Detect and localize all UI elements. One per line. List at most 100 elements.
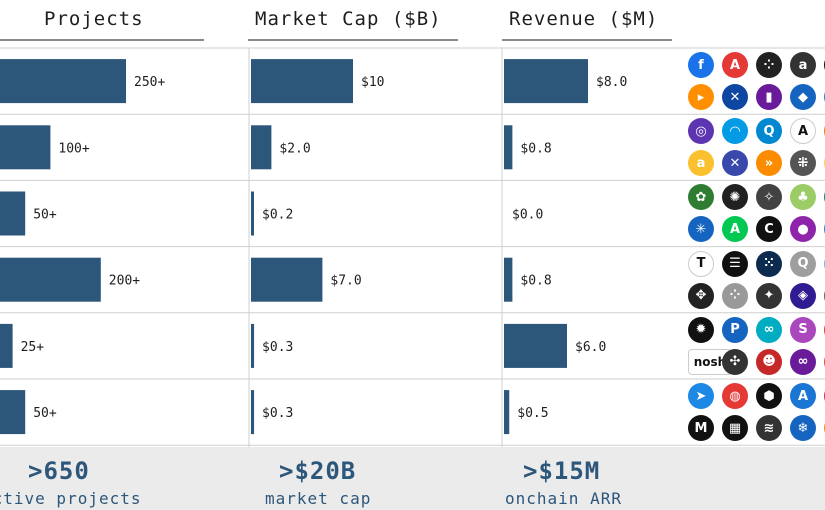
arrow-logo-icon: ▸: [688, 84, 714, 110]
m-logo-icon: M: [688, 415, 714, 441]
p-logo-icon: P: [722, 316, 748, 343]
stack-logo-icon: ☰: [722, 250, 748, 277]
data-label-1-4: 200+: [109, 274, 140, 289]
footer-projects-value: >650: [28, 457, 90, 485]
bar-1-6: [0, 390, 26, 435]
hand-logo-icon: ◆: [790, 84, 816, 110]
bar-2-4: [251, 257, 323, 302]
logo-row-1: fA⁘aa▸✕▮◆≡: [682, 50, 825, 112]
bar-1-2: [0, 125, 51, 170]
blue-arrow-logo-icon: ➤: [688, 383, 714, 409]
s-logo-icon: S: [790, 316, 816, 343]
data-label-1-6: 50+: [33, 406, 57, 421]
chevron-logo-icon: »: [756, 150, 782, 177]
revenue-title: Revenue ($M): [509, 8, 659, 30]
bar-1-4: [0, 257, 101, 302]
bar-1-3: [0, 191, 26, 236]
footer-market-cap-value: >$20B: [279, 457, 357, 485]
green-a-logo-icon: A: [722, 216, 748, 243]
green-flower-logo-icon: ✿: [688, 184, 714, 211]
data-label-3-4: $0.8: [520, 274, 551, 289]
bar-2-5: [251, 323, 255, 368]
blue-a-logo-icon: A: [790, 383, 816, 409]
bar-3-4: [504, 257, 513, 302]
footer-summary: [0, 447, 825, 510]
footer-market-cap-label: market cap: [265, 489, 372, 508]
data-label-2-1: $10: [361, 75, 384, 90]
dot-cloud-logo-icon: ⁘: [722, 282, 748, 309]
revenue-title-underline: [502, 39, 672, 41]
t-logo-icon: T: [688, 250, 714, 277]
c-logo-icon: C: [756, 216, 782, 243]
cube-logo-icon: ⬢: [756, 383, 782, 409]
knot-logo-icon: ✥: [688, 282, 714, 309]
data-label-1-2: 100+: [58, 141, 89, 156]
bar-2-2: [251, 125, 272, 170]
ring-logo-icon: ◎: [688, 118, 714, 145]
chip-logo-icon: ▦: [722, 415, 748, 441]
data-label-2-4: $7.0: [330, 274, 361, 289]
red-a-logo-icon: A: [722, 52, 748, 78]
projects-title-underline: [0, 39, 204, 41]
data-label-1-3: 50+: [33, 208, 57, 223]
red-ring-logo-icon: ◍: [722, 383, 748, 409]
bar-3-5: [504, 323, 567, 368]
projects-title: Projects: [44, 8, 144, 30]
swirl-logo-icon: ✧: [756, 184, 782, 211]
data-label-3-2: $0.8: [520, 141, 551, 156]
data-label-3-6: $0.5: [517, 406, 548, 421]
bar-2-1: [251, 59, 353, 104]
purple-orb-logo-icon: ●: [790, 216, 816, 243]
q-outline-logo-icon: Q: [790, 250, 816, 277]
data-label-2-5: $0.3: [262, 340, 293, 355]
black-a-logo-icon: A: [790, 118, 816, 145]
chart-canvas: 250+ 100+ 50+ 200+ 25+ 50+ $10 $2.0 $0.2 $7.0 $0.3…: [0, 47, 825, 447]
spark-logo-icon: ✳: [688, 216, 714, 243]
logo-row-2: ◎◠QACa✕»⁜F: [682, 116, 825, 178]
market-cap-title: Market Cap ($B): [255, 8, 442, 30]
data-label-2-3: $0.2: [262, 208, 293, 223]
black-flower-logo-icon: ✺: [722, 184, 748, 211]
wifi-logo-icon: ◠: [722, 118, 748, 145]
bar-3-6: [504, 390, 510, 435]
gear-logo-icon: ✹: [688, 316, 714, 343]
data-label-1-5: 25+: [21, 340, 45, 355]
footer-projects-label: active projects: [0, 489, 142, 508]
bar-3-2: [504, 125, 513, 170]
x-cross-logo-icon: ✕: [722, 84, 748, 110]
wave-logo-icon: ≋: [756, 415, 782, 441]
data-label-2-2: $2.0: [279, 141, 310, 156]
data-label-1-1: 250+: [134, 75, 165, 90]
puzzle-logo-icon: ✣: [722, 348, 748, 375]
logo-row-4: T☰⁙Q◐✥⁘✦◈▣: [682, 249, 825, 311]
link-logo-icon: ∞: [756, 316, 782, 343]
bar-2-3: [251, 191, 254, 236]
footer-revenue-label: onchain ARR: [505, 489, 622, 508]
q-logo-icon: Q: [756, 118, 782, 145]
yellow-a-logo-icon: a: [688, 150, 714, 177]
data-label-3-3: $0.0: [512, 208, 543, 223]
x-logo-icon: ✕: [722, 150, 748, 177]
at-logo-icon: a: [790, 52, 816, 78]
bar-1-1: [0, 59, 126, 104]
dots-logo-icon: ⁘: [756, 52, 782, 78]
purple-loop-logo-icon: ∞: [790, 348, 816, 375]
mesh-logo-icon: ✦: [756, 282, 782, 309]
footer-revenue-value: >$15M: [523, 457, 601, 485]
tree-logo-icon: ♣: [790, 184, 816, 211]
data-label-3-5: $6.0: [575, 340, 606, 355]
bars-logo-icon: ▮: [756, 84, 782, 110]
logo-row-5: ✹P∞S◆nosh✣☻∞◆: [682, 315, 825, 377]
dark-purple-logo-icon: ◈: [790, 282, 816, 309]
data-label-3-1: $8.0: [596, 75, 627, 90]
data-label-2-6: $0.3: [262, 406, 293, 421]
bar-2-6: [251, 390, 255, 435]
dotgrid-logo-icon: ⁙: [756, 250, 782, 277]
bar-1-5: [0, 323, 13, 368]
logo-row-3: ✿✺✧♣◉✳AC●●: [682, 182, 825, 244]
logo-row-6: ➤◍⬢A●M▦≋❄●: [682, 381, 825, 443]
market-cap-title-underline: [248, 39, 458, 41]
f-logo-icon: f: [688, 52, 714, 78]
bar-3-1: [504, 59, 588, 104]
face-logo-icon: ☻: [756, 348, 782, 375]
